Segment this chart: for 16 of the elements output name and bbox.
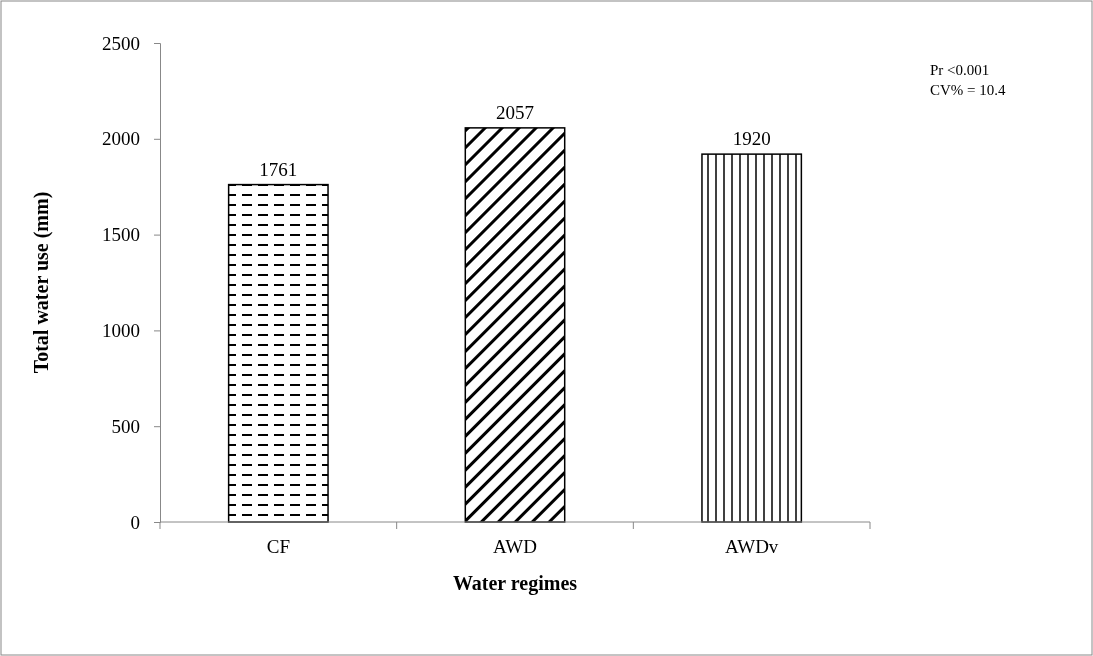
y-tick-label: 2500 [102, 32, 140, 54]
y-axis-title: Total water use (mm) [30, 191, 53, 374]
x-tick-label: AWDv [724, 536, 779, 558]
data-label: 1920 [732, 128, 771, 150]
text: CV% = 10.4 [930, 82, 1007, 98]
text: Pr <0.001 [930, 62, 990, 78]
data-label: 1761 [259, 158, 298, 180]
x-tick-label: AWD [493, 536, 537, 558]
data-label: 2057 [496, 101, 534, 123]
x-tick-label: CF [266, 536, 290, 558]
x-axis-title: Water regimes [452, 572, 578, 595]
y-tick-label: 2000 [102, 128, 140, 150]
y-tick-label: 1500 [102, 224, 140, 246]
y-tick-label: 1000 [102, 319, 140, 341]
y-tick-label: 0 [130, 511, 140, 533]
y-tick-label: 500 [111, 415, 140, 437]
